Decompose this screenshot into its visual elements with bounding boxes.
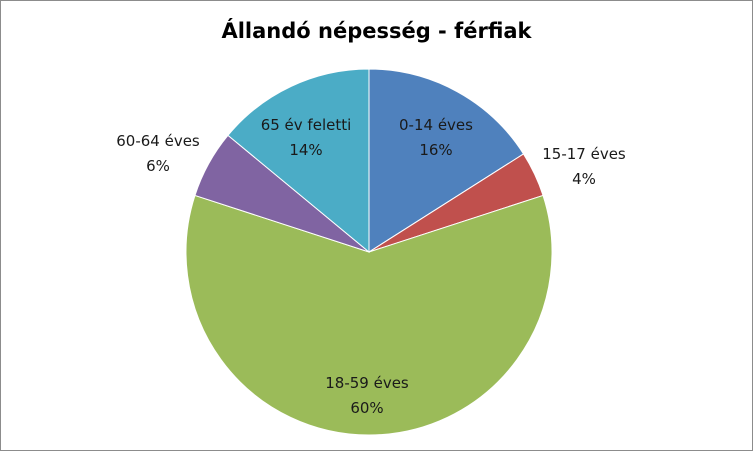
slice-percent-label: 16% — [419, 141, 452, 159]
slice-category-label: 60-64 éves — [116, 132, 200, 150]
pie-slice-2 — [185, 194, 553, 436]
slice-category-label: 18-59 éves — [325, 374, 409, 392]
pie-slice-0 — [368, 68, 525, 253]
chart-title: Állandó népesség - férfiak — [221, 19, 532, 43]
pie-slice-4 — [227, 68, 370, 254]
slice-category-label: 65 év feletti — [261, 116, 352, 134]
slice-percent-label: 6% — [146, 157, 170, 175]
slice-category-label: 15-17 éves — [542, 145, 626, 163]
slice-percent-label: 4% — [572, 170, 596, 188]
slice-category-label: 0-14 éves — [399, 116, 473, 134]
slice-percent-label: 60% — [350, 399, 383, 417]
slice-percent-label: 14% — [289, 141, 322, 159]
